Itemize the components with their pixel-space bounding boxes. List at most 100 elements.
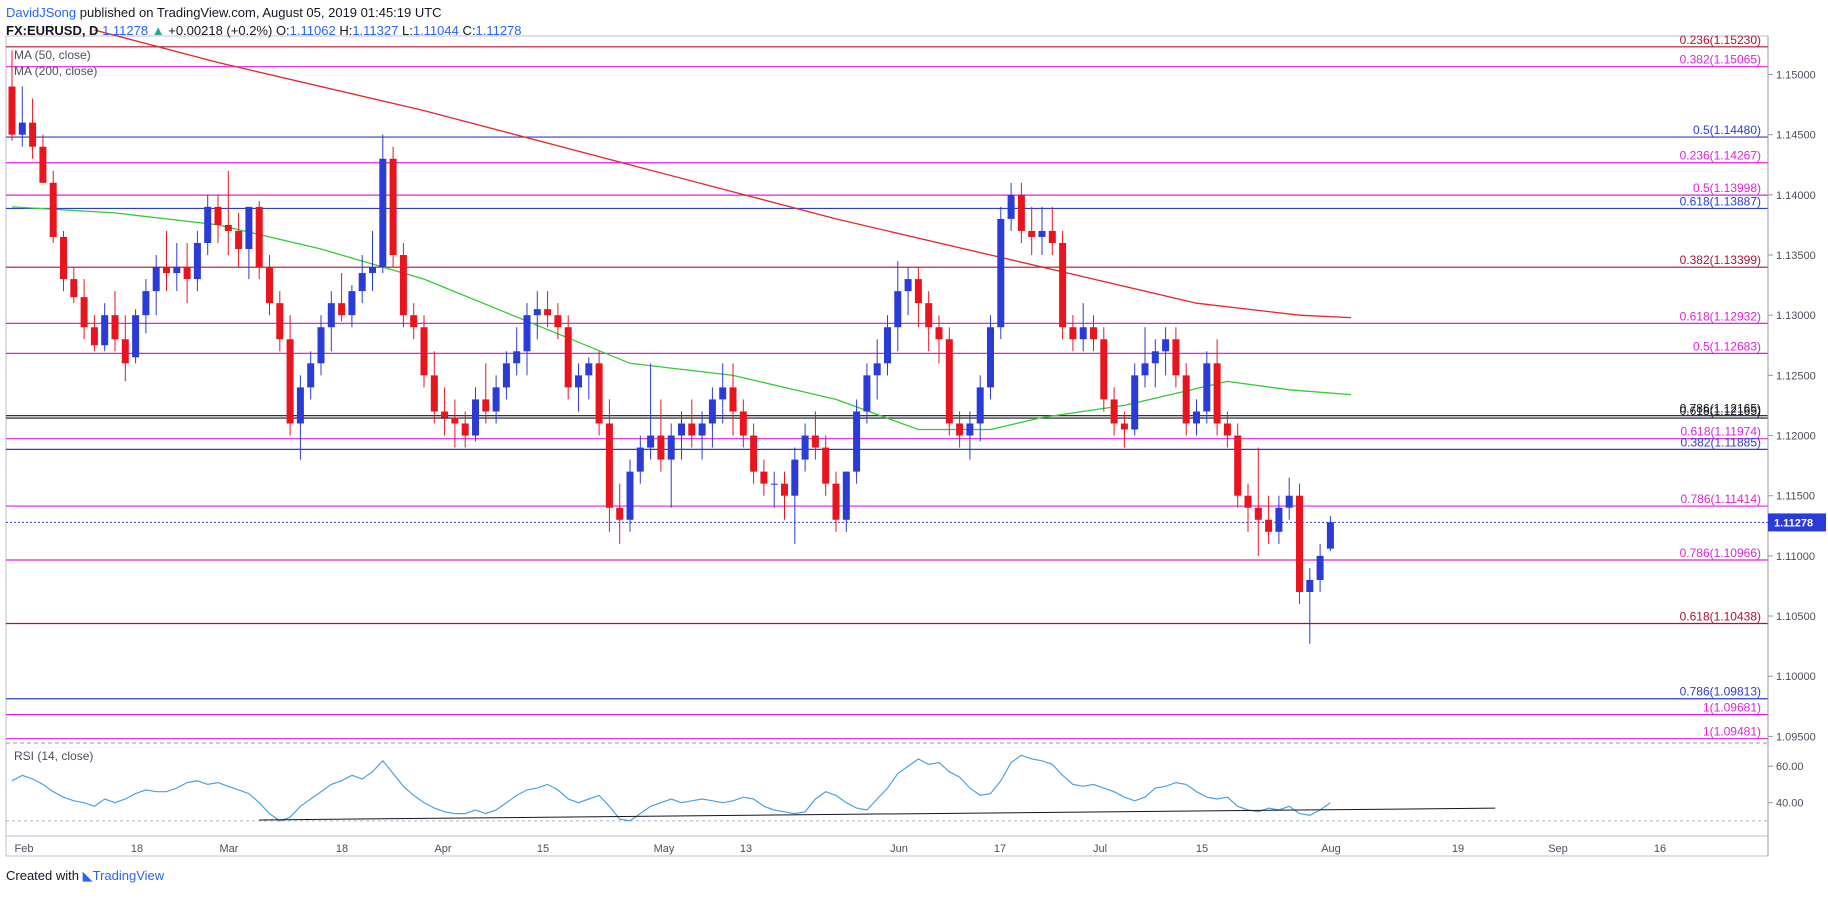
candle-body <box>1120 423 1128 430</box>
candle-body <box>1203 363 1211 412</box>
chart-header: DavidJSong published on TradingView.com,… <box>6 4 522 40</box>
fib-level-label: 0.5(1.14480) <box>1693 123 1761 137</box>
last-price: 1.11278 <box>102 23 149 38</box>
candle-body <box>235 230 243 250</box>
candle-body <box>369 267 376 274</box>
candle-body <box>1059 242 1067 328</box>
time-tick-label: Mar <box>220 843 239 855</box>
price-tick-label: 1.12500 <box>1776 370 1816 382</box>
fib-level-label: 0.786(1.09813) <box>1680 685 1761 699</box>
candle-body <box>781 483 788 496</box>
candle-body <box>18 122 26 135</box>
candle-body <box>163 267 170 274</box>
candle-body <box>389 158 397 256</box>
candle-body <box>1244 495 1252 508</box>
candle-body <box>90 327 98 346</box>
candle-body <box>842 471 850 520</box>
price-tick-label: 1.11500 <box>1776 491 1815 503</box>
moving-average-lines <box>11 29 1352 431</box>
candle-body <box>80 297 88 328</box>
price-tick-label: 1.13500 <box>1776 250 1816 262</box>
candle-body <box>430 375 438 412</box>
time-tick-label: 16 <box>1654 843 1666 855</box>
ma200-legend: MA (200, close) <box>14 64 97 78</box>
candle-body <box>863 375 871 412</box>
time-tick-label: 13 <box>740 843 752 855</box>
author-link[interactable]: DavidJSong <box>6 5 77 20</box>
ma200-line <box>94 29 1352 319</box>
candle-body <box>1162 339 1170 352</box>
candle-body <box>636 447 644 472</box>
candle-body <box>307 363 315 388</box>
change-value: +0.00218 (+0.2%) <box>168 23 273 38</box>
low-label: L: <box>401 23 413 38</box>
candle-body <box>760 471 768 484</box>
price-tick-label: 1.10500 <box>1776 611 1816 623</box>
rsi-line <box>11 754 1331 822</box>
fib-level-label: 0.618(1.10438) <box>1680 610 1761 624</box>
rsi-panel: 60.00 40.00 <box>6 754 1804 822</box>
open-label: O: <box>275 23 290 38</box>
symbol-label[interactable]: FX:EURUSD, D <box>6 23 99 38</box>
fib-level-label: 0.236(1.15230) <box>1680 33 1761 47</box>
price-tick-label: 1.10000 <box>1776 671 1816 683</box>
open-value: 1.11062 <box>289 23 336 38</box>
candle-body <box>1048 230 1056 243</box>
candle-body <box>595 363 603 424</box>
candle-body <box>1223 423 1231 436</box>
candle-body <box>801 435 809 460</box>
candle-body <box>1316 555 1324 580</box>
time-tick-label: 19 <box>1452 843 1464 855</box>
fib-level-label: 0.5(1.12683) <box>1693 339 1761 353</box>
candle-body <box>554 315 562 328</box>
candle-body <box>575 375 582 388</box>
candle-body <box>894 291 902 328</box>
candle-body <box>286 339 294 424</box>
fib-level-label: 0.618(1.13887) <box>1680 194 1761 208</box>
candle-body <box>1172 339 1180 376</box>
candle-body <box>822 447 830 484</box>
candle-body <box>729 387 737 412</box>
candle-body <box>791 459 799 496</box>
tradingview-brand[interactable]: TradingView <box>92 868 165 883</box>
candle-body <box>1090 327 1097 340</box>
candle-body <box>1326 522 1334 549</box>
price-tick-label: 1.14000 <box>1776 190 1816 202</box>
fib-level-label: 1(1.09681) <box>1703 701 1761 715</box>
candle-body <box>39 146 47 183</box>
candle-body <box>945 339 953 424</box>
candle-body <box>997 218 1005 328</box>
tradingview-logo-icon[interactable]: ◣ <box>82 868 93 883</box>
candle-body <box>276 303 284 340</box>
candle-body <box>739 411 747 436</box>
rsi-tick-label: 60.00 <box>1776 761 1804 773</box>
candle-body <box>719 387 727 400</box>
price-axis[interactable]: 1.15000 1.14500 1.14000 1.13500 1.13000 1.125… <box>1767 36 1826 856</box>
candle-body <box>379 158 387 268</box>
candle-body <box>1141 363 1149 376</box>
price-tick-label: 1.12000 <box>1776 431 1816 443</box>
fib-level-label: 0.786(1.10966) <box>1680 546 1761 560</box>
rsi-tick-label: 40.00 <box>1776 798 1804 810</box>
high-value: 1.11327 <box>352 23 399 38</box>
candle-body <box>873 363 881 376</box>
candle-body <box>296 387 304 424</box>
candle-body <box>193 242 201 280</box>
candle-body <box>914 279 922 304</box>
current-price-tag-label: 1.11278 <box>1774 517 1813 529</box>
candle-body <box>327 303 335 328</box>
time-tick-label: Sep <box>1548 843 1568 855</box>
candle-body <box>1254 507 1262 520</box>
candle-body <box>348 291 356 316</box>
candle-body <box>70 279 78 298</box>
created-with-text: Created with <box>6 868 79 883</box>
candle-body <box>832 483 840 520</box>
time-axis[interactable]: Feb 18 Mar 18 Apr 15 May 13 Jun 17 Jul 15 Aug 19 Sep 16 <box>6 835 1768 855</box>
candle-body <box>317 327 325 364</box>
candle-body <box>152 267 160 292</box>
footer: Created with ◣TradingView <box>6 868 164 884</box>
candle-body <box>647 435 655 448</box>
candle-body <box>1110 399 1118 424</box>
candle-body <box>513 351 521 364</box>
